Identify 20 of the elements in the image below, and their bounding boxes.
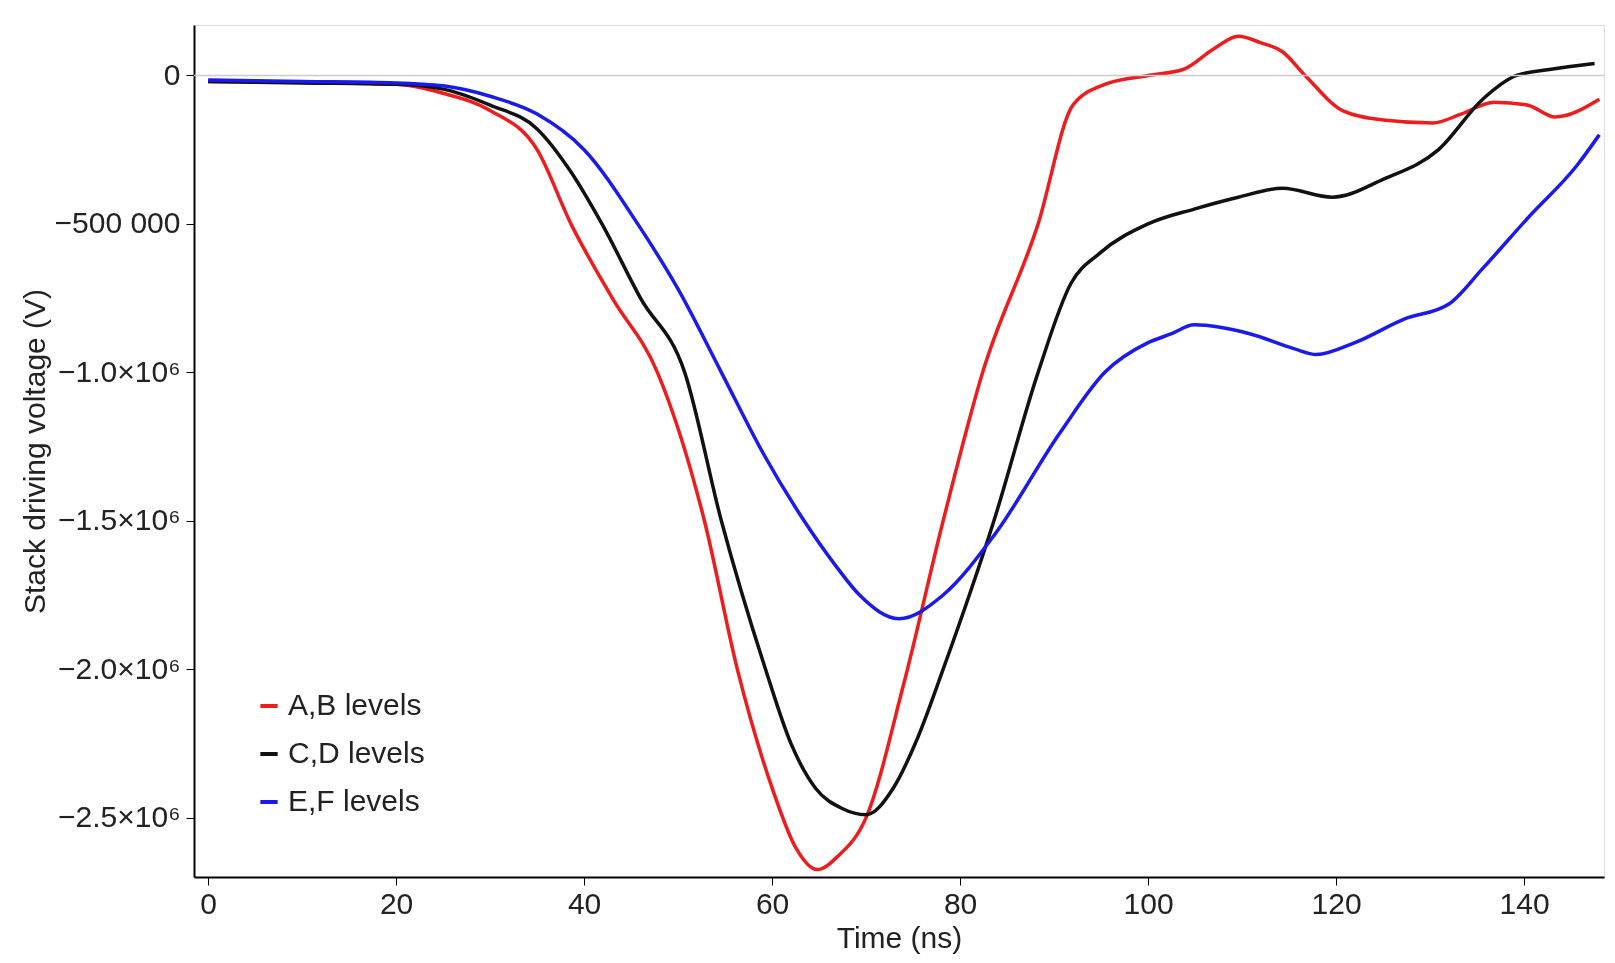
x-tick-label: 40 (567, 886, 602, 920)
line-series (206, 78, 1602, 621)
y-tick-label: 0 (163, 57, 181, 91)
legend-label: E,F levels (288, 784, 420, 817)
x-tick-label: 0 (200, 886, 217, 920)
y-tick-label: −500 000 (54, 206, 181, 240)
legend-label: A,B levels (288, 688, 422, 721)
legend-label: C,D levels (288, 736, 425, 769)
x-tick-label: 120 (1311, 886, 1362, 920)
x-tick-label: 80 (943, 886, 978, 920)
x-tick-label: 20 (379, 886, 414, 920)
y-tick-label: −1.5×10⁶ (58, 503, 181, 537)
x-tick-label: 140 (1499, 886, 1550, 920)
x-tick-label: 60 (755, 886, 790, 920)
x-tick-label: 100 (1123, 886, 1174, 920)
y-tick-label: −1.0×10⁶ (58, 354, 181, 388)
x-axis-title: Time (ns) (836, 920, 963, 954)
y-axis-title: Stack driving voltage (V) (17, 288, 51, 615)
y-tick-label: −2.5×10⁶ (58, 800, 181, 834)
y-tick-label: −2.0×10⁶ (58, 651, 181, 685)
